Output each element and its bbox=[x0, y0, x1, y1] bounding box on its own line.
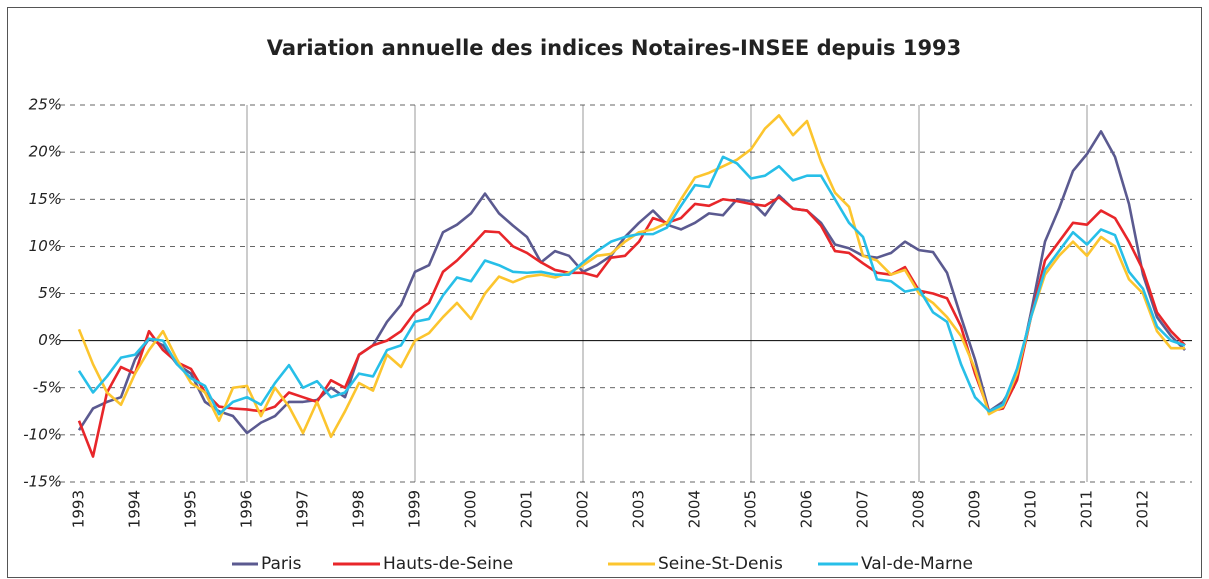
series-line bbox=[77, 130, 1186, 435]
x-tick-label: 2008 bbox=[910, 490, 928, 528]
y-tick-label: 5% bbox=[38, 284, 62, 302]
x-tick-label: 2002 bbox=[574, 490, 592, 528]
series-line bbox=[77, 155, 1186, 416]
y-tick-label: 0% bbox=[38, 331, 62, 349]
x-tick-label: 1999 bbox=[406, 490, 424, 528]
x-tick-label: 2007 bbox=[854, 490, 872, 528]
x-tick-label: 1997 bbox=[294, 490, 312, 528]
y-tick-label: 25% bbox=[29, 96, 62, 114]
chart-title: Variation annuelle des indices Notaires-… bbox=[267, 36, 962, 60]
x-tick-label: 1998 bbox=[350, 490, 368, 528]
legend-label: Paris bbox=[261, 554, 302, 574]
x-tick-label: 1994 bbox=[126, 490, 144, 528]
y-tick-label: 10% bbox=[29, 237, 62, 255]
legend-label: Hauts-de-Seine bbox=[383, 554, 513, 574]
x-tick-label: 1993 bbox=[70, 490, 88, 528]
legend-label: Seine-St-Denis bbox=[658, 554, 783, 574]
x-tick-label: 2000 bbox=[462, 490, 480, 528]
chart-frame bbox=[7, 7, 1202, 578]
x-tick-label: 2003 bbox=[630, 490, 648, 528]
x-tick-label: 1995 bbox=[182, 490, 200, 528]
legend-label: Val-de-Marne bbox=[861, 554, 973, 574]
y-tick-label: -15% bbox=[23, 473, 62, 491]
y-tick-label: 15% bbox=[29, 190, 62, 208]
x-tick-label: 2005 bbox=[742, 490, 760, 528]
x-tick-label: 2001 bbox=[518, 490, 536, 528]
x-tick-label: 1996 bbox=[238, 490, 256, 528]
x-tick-label: 2006 bbox=[798, 490, 816, 528]
y-tick-label: -5% bbox=[33, 378, 62, 396]
y-tick-label: -10% bbox=[23, 425, 62, 443]
x-tick-label: 2012 bbox=[1134, 490, 1152, 528]
x-tick-label: 2004 bbox=[686, 490, 704, 528]
y-tick-label: 20% bbox=[29, 143, 62, 161]
x-tick-label: 2011 bbox=[1078, 490, 1096, 528]
x-tick-label: 2010 bbox=[1022, 490, 1040, 528]
x-tick-label: 2009 bbox=[966, 490, 984, 528]
series-line bbox=[77, 114, 1185, 439]
